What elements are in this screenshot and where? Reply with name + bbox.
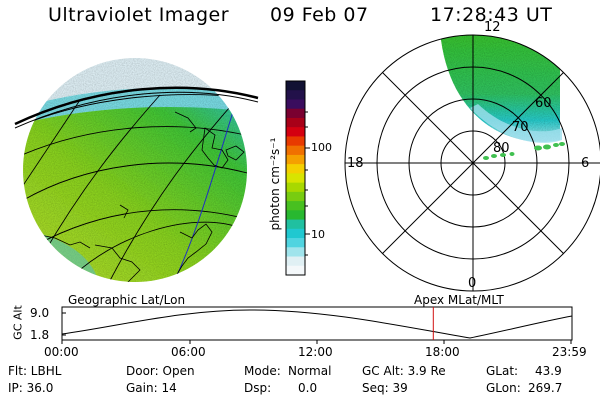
colorbar-swatch: [286, 228, 305, 239]
lat-label-60: 60: [535, 96, 552, 111]
mlt-label-left: 18: [347, 156, 364, 171]
status-seq: Seq: 39: [362, 381, 408, 395]
colorbar-swatch: [286, 256, 305, 267]
timeline-tick-0600: 06:00: [171, 345, 206, 359]
timeline-ylabel: GC Alt: [11, 305, 25, 340]
colorbar-swatch: [286, 238, 305, 248]
colorbar-swatch: [286, 247, 305, 258]
lat-label-80: 80: [493, 141, 510, 156]
terminator-line: [14, 86, 259, 126]
status-mode-label: Mode:: [244, 364, 281, 378]
status-dsp-label: Dsp:: [244, 381, 272, 395]
status-gc-alt: GC Alt: 3.9 Re: [362, 364, 446, 378]
status-ip: IP: 36.0: [8, 381, 54, 395]
timeline-tick-0000: 00:00: [44, 345, 79, 359]
timeline-ymin: 1.8: [30, 328, 50, 342]
colorbar-swatch: [286, 117, 305, 128]
status-mode-value: Normal: [288, 364, 332, 378]
colorbar-swatch: [286, 219, 305, 230]
date-label: 09 Feb 07: [270, 4, 369, 26]
colorbar-swatch: [286, 99, 305, 110]
colorbar-swatch: [286, 210, 305, 221]
timeline-ymax: 9.0: [30, 306, 50, 320]
colorbar-tick-100: 100: [311, 141, 332, 154]
intensity-colorbar: [285, 80, 310, 276]
colorbar-swatch: [286, 191, 305, 202]
status-glat-value: 43.9: [535, 364, 562, 378]
colorbar-swatch: [286, 90, 305, 101]
timeline-tick-1200: 12:00: [298, 345, 333, 359]
colorbar-swatch: [286, 164, 305, 174]
colorbar-swatch: [286, 81, 305, 91]
status-glon-label: GLon:: [486, 381, 521, 395]
colorbar-swatch: [286, 265, 305, 276]
mlt-label-bottom: 0: [468, 276, 477, 291]
status-filter: Flt: LBHL: [8, 364, 62, 378]
instrument-title: Ultraviolet Imager: [48, 4, 230, 26]
colorbar-swatch: [286, 201, 305, 211]
colorbar-unit-label: photon cm⁻²s⁻¹: [268, 137, 282, 231]
colorbar-swatch: [286, 154, 305, 165]
colorbar-swatch: [286, 136, 305, 147]
timeline-tick-1800: 18:00: [425, 345, 460, 359]
status-glon-value: 269.7: [528, 381, 563, 395]
status-dsp-value: 0.0: [298, 381, 318, 395]
mlt-label-top: 12: [484, 20, 501, 35]
status-door: Door: Open: [126, 364, 195, 378]
status-gain: Gain: 14: [126, 381, 177, 395]
time-label: 17:28:43 UT: [430, 4, 553, 26]
apex-polar-plot: [344, 34, 600, 292]
colorbar-swatch: [286, 127, 305, 138]
colorbar-swatch: [286, 182, 305, 193]
altitude-timeline: [61, 306, 573, 344]
colorbar-swatch: [286, 108, 305, 119]
colorbar-tick-10: 10: [311, 228, 325, 241]
apex-caption: Apex MLat/MLT: [414, 293, 504, 307]
status-glat-label: GLat:: [486, 364, 519, 378]
colorbar-swatch: [286, 145, 305, 156]
lat-label-70: 70: [512, 120, 529, 135]
timeline-tick-2359: 23:59: [552, 345, 587, 359]
colorbar-swatch: [286, 173, 305, 184]
geographic-caption: Geographic Lat/Lon: [68, 293, 186, 307]
mlt-label-right: 6: [581, 156, 590, 171]
